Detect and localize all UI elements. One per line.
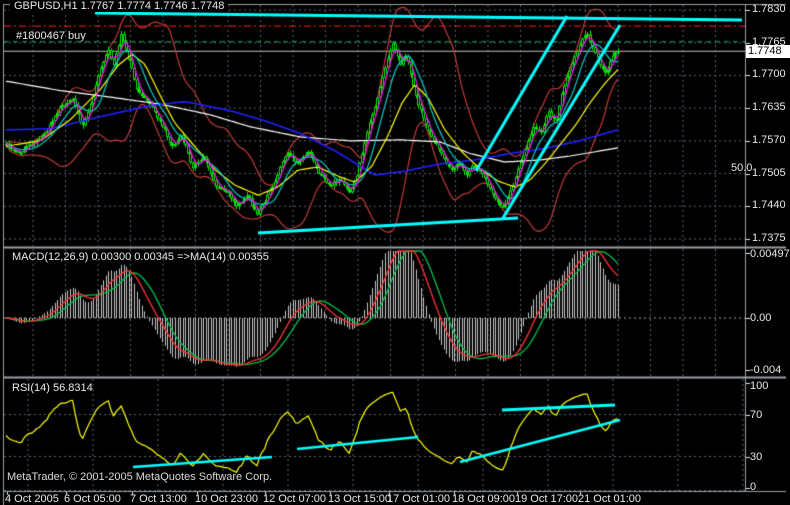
time-tick-label: 7 Oct 13:00 (130, 493, 187, 505)
price-tick-label: 1.7375 (752, 232, 786, 244)
price-tick-label: 1.7570 (752, 134, 786, 146)
rsi-tick-label: 70 (750, 409, 763, 421)
price-tick-label: 1.7765 (752, 36, 786, 48)
order-label: #1800467 buy (16, 30, 86, 42)
time-tick-label: 12 Oct 07:00 (263, 493, 326, 505)
chart-title: GBPUSD,H1 1.7767 1.7774 1.7746 1.7748 (10, 0, 229, 12)
time-tick-label: 10 Oct 23:00 (195, 493, 258, 505)
price-tick-label: 1.7635 (752, 101, 786, 113)
time-tick-label: 18 Oct 09:00 (452, 493, 515, 505)
macd-tick-label: 0.00 (750, 312, 772, 324)
time-tick-label: 13 Oct 15:00 (328, 493, 391, 505)
macd-axis[interactable]: 0.00497 0.00 -0.004 (746, 249, 790, 376)
current-price-box: 1.7748 (746, 45, 790, 58)
price-axis[interactable]: 1.7830 1.7765 1.7700 1.7635 1.7570 1.7505 1.74… (746, 4, 790, 491)
price-tick-label: 1.7440 (752, 199, 786, 211)
time-tick-label: 21 Oct 01:00 (578, 493, 641, 505)
copyright-label: MetaTrader, © 2001-2005 MetaQuotes Softw… (7, 471, 273, 483)
time-tick-label: 4 Oct 2005 (5, 493, 59, 505)
macd-indicator-label: MACD(12,26,9) 0.00300 0.00345 =>MA(14) 0… (12, 251, 269, 263)
time-axis[interactable]: 4 Oct 2005 6 Oct 05:00 7 Oct 13:00 10 Oct 2… (0, 493, 790, 505)
time-tick-label: 6 Oct 05:00 (64, 493, 121, 505)
price-tick-label: 1.7830 (752, 3, 786, 15)
rsi-indicator-label: RSI(14) 56.8314 (12, 382, 93, 394)
price-tick-label: 1.7505 (752, 167, 786, 179)
macd-tick-label: -0.004 (750, 364, 782, 376)
rsi-tick-label: 100 (750, 380, 769, 392)
time-tick-label: 17 Oct 01:00 (387, 493, 450, 505)
price-tick-label: 1.7700 (752, 68, 786, 80)
time-tick-label: 19 Oct 17:00 (515, 493, 578, 505)
rsi-tick-label: 30 (750, 451, 763, 463)
rsi-tick-label: 0 (750, 481, 757, 493)
macd-tick-label: 0.00497 (750, 248, 790, 260)
rsi-axis[interactable]: 100 70 30 0 (746, 379, 790, 493)
fifty-level-label: 50.0 (731, 162, 753, 174)
